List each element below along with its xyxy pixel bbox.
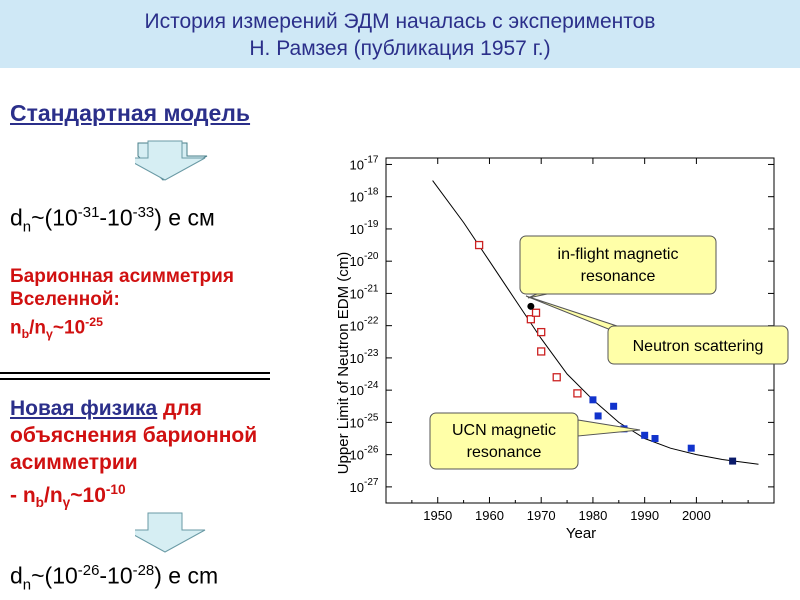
x-axis-label: Year	[566, 525, 596, 542]
callout-ucn-pointer	[577, 419, 641, 437]
callout-in-flight-box	[519, 235, 717, 295]
new-physics-heading: Новая физика	[10, 397, 158, 420]
plot-area: 1950 1960 1970 1980 1990 2000 10-17 10-18 10-19 1…	[350, 154, 789, 523]
callout-in-flight: in-flight magnetic resonance	[519, 235, 717, 299]
y-tick-exponent: -22	[364, 316, 379, 327]
y-tick-label: 10-26	[350, 445, 379, 463]
standard-model-heading: Стандартная модель	[10, 100, 251, 126]
edm-estimate-sm: dn~(10-31-10-33) e см	[10, 204, 215, 236]
callout-ucn-box	[429, 412, 579, 470]
callout-neutron-scattering-text: Neutron scattering	[633, 338, 764, 355]
x-tick-label: 1990	[630, 508, 659, 523]
data-point-open-square	[526, 315, 536, 324]
data-point-filled-square	[610, 402, 618, 410]
callout-ucn-text: UCN magnetic	[452, 422, 556, 439]
down-arrow-1-shape	[135, 140, 206, 181]
callout-ucn: UCN magnetic resonance	[429, 412, 641, 470]
y-tick-label: 10-25	[350, 412, 379, 430]
x-tick-label: 1960	[475, 508, 504, 523]
y-tick-exponent: -19	[364, 219, 379, 230]
title-band: История измерений ЭДМ началась с экспери…	[0, 0, 800, 68]
x-tick-label: 1970	[527, 508, 556, 523]
data-point-filled-square	[594, 412, 602, 420]
baryon-asymmetry-block: Барионная асимметрия Вселенной: nb/nγ~10…	[10, 265, 234, 346]
new-physics-block: Новая физика для объяснения барионной ас…	[10, 395, 257, 516]
x-tick-label: 2000	[682, 508, 711, 523]
y-tick-label: 10-24	[350, 380, 379, 398]
data-point-open-square	[537, 327, 546, 337]
y-tick-label: 10-27	[350, 477, 379, 495]
divider-line-1	[0, 372, 270, 374]
callout-neutron-scattering-box	[607, 325, 789, 365]
y-tick-label: 10-18	[350, 187, 379, 205]
y-tick-exponent: -21	[364, 283, 379, 294]
data-point-open-square	[537, 347, 546, 356]
data-point-filled-square	[589, 396, 597, 404]
y-tick-label: 10-19	[350, 219, 379, 237]
y-tick-exponent: -18	[364, 187, 379, 198]
y-tick-label: 10-21	[350, 283, 379, 301]
callout-in-flight-text: resonance	[581, 268, 656, 285]
baryon-line-2: Вселенной:	[10, 289, 120, 310]
data-point-open-square	[552, 373, 561, 382]
data-point-filled-circle	[527, 302, 535, 310]
x-tick-label: 1950	[423, 508, 452, 523]
baryon-line-1: Барионная асимметрия	[10, 266, 234, 287]
data-point-filled-square	[641, 431, 649, 439]
data-point-open-square	[531, 308, 541, 317]
y-tick-exponent: -24	[364, 380, 379, 391]
y-tick-label: 10-17	[350, 154, 379, 172]
data-point-open-square	[573, 389, 582, 398]
y-tick-exponent: -26	[364, 445, 379, 456]
x-tick-label: 1980	[578, 508, 607, 523]
title-line-2: Н. Рамзея (публикация 1957 г.)	[249, 37, 551, 60]
divider-line-2	[0, 378, 270, 380]
edm-estimate-new: dn~(10-26-10-28) e cm	[10, 562, 219, 594]
down-arrow-2	[135, 512, 206, 553]
y-axis-label: Upper Limit of Neutron EDM (cm)	[335, 252, 352, 475]
baryon-ratio-new: - nb/nγ~10-10	[10, 482, 126, 511]
y-tick-label: 10-22	[350, 316, 379, 334]
callout-neutron-scattering: Neutron scattering	[525, 295, 789, 365]
data-point-open-square	[474, 240, 484, 250]
baryon-ratio-sm: nb/nγ~10-25	[10, 315, 103, 342]
explain-line-1: объяснения барионной	[10, 424, 258, 447]
edm-history-chart: Upper Limit of Neutron EDM (cm) Year 195…	[335, 154, 789, 542]
y-tick-label: 10-23	[350, 348, 379, 366]
data-point-filled-square	[687, 444, 695, 452]
explain-line-2: асимметрии	[10, 451, 138, 474]
y-tick-exponent: -20	[364, 251, 379, 262]
title-line-1: История измерений ЭДМ началась с экспери…	[144, 10, 656, 33]
data-point-filled-square	[729, 457, 737, 465]
data-point-filled-square	[651, 435, 659, 443]
callout-ucn-text: resonance	[467, 444, 542, 461]
y-tick-exponent: -23	[364, 348, 379, 359]
y-tick-exponent: -17	[364, 154, 379, 165]
y-tick-exponent: -25	[364, 412, 379, 423]
callout-in-flight-text: in-flight magnetic	[558, 246, 679, 263]
y-tick-label: 10-20	[350, 251, 379, 269]
y-tick-exponent: -27	[364, 477, 379, 488]
